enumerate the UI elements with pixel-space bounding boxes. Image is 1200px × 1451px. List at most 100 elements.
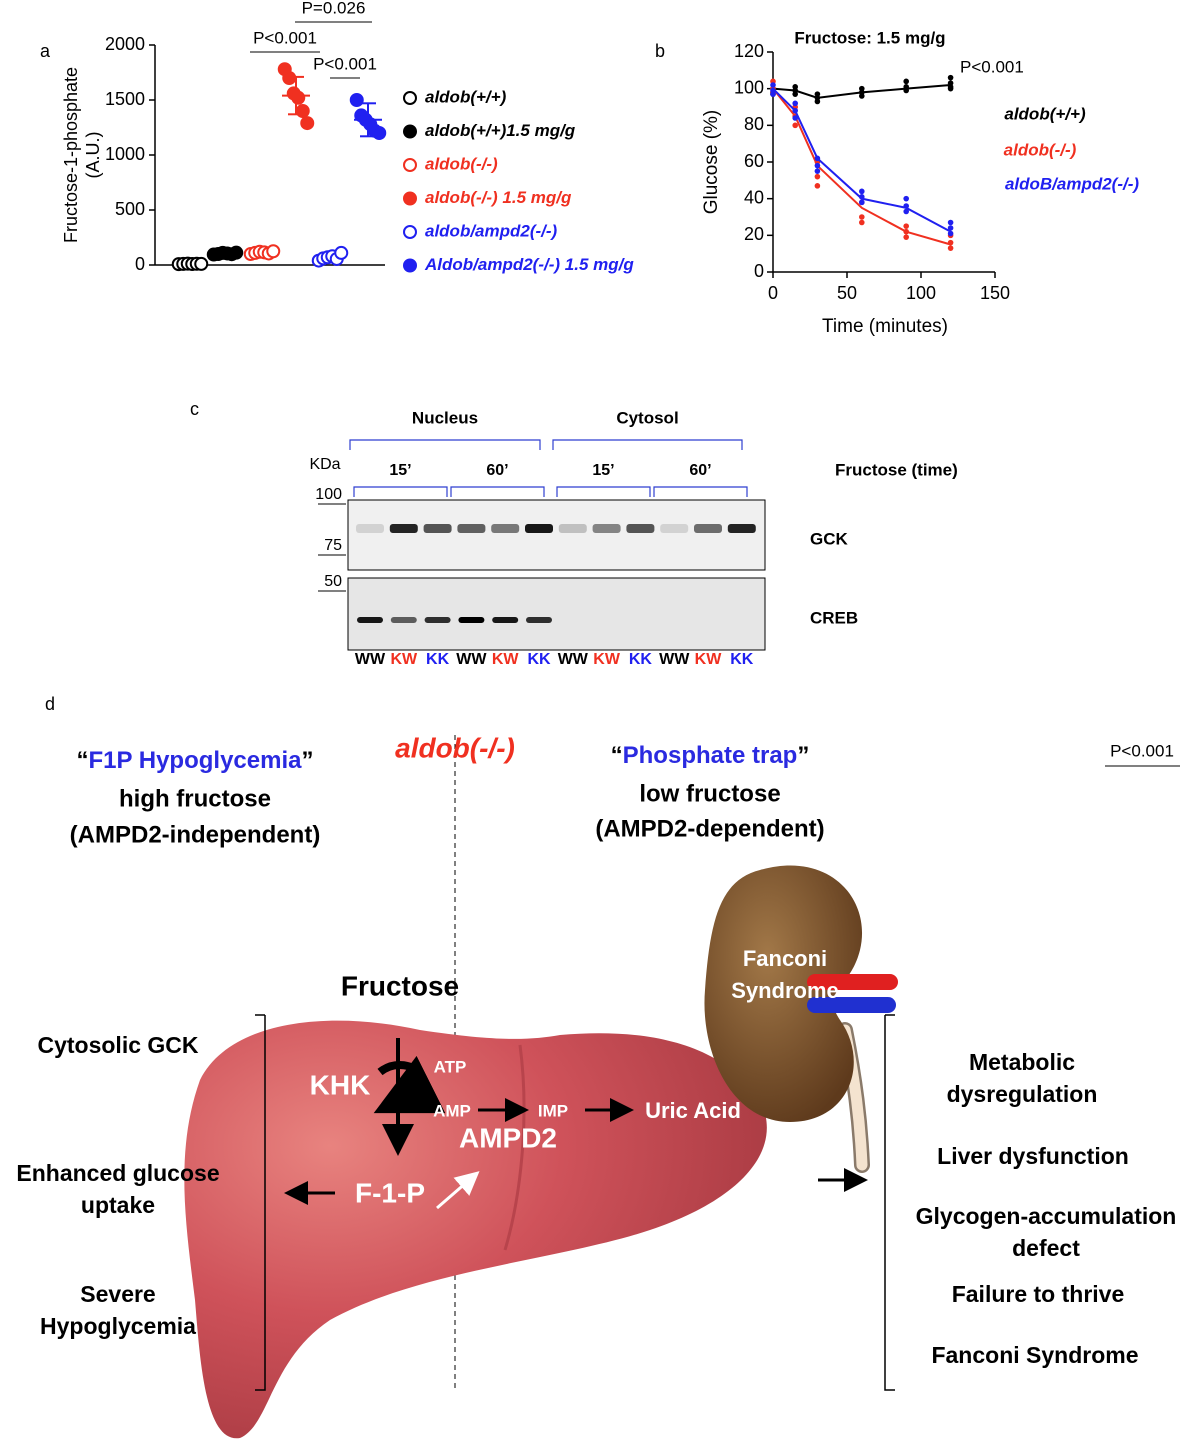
bracket bbox=[884, 1014, 895, 1391]
data-point bbox=[903, 78, 909, 85]
effect-label: Failure to thrive bbox=[952, 1281, 1125, 1307]
metabolite: AMP bbox=[433, 1101, 471, 1120]
data-point bbox=[859, 219, 865, 226]
quote: ” bbox=[797, 742, 809, 769]
blot-bracket bbox=[450, 486, 545, 497]
y-tick-label: 40 bbox=[744, 187, 764, 207]
band bbox=[424, 617, 451, 623]
data-point bbox=[814, 168, 821, 174]
kda-label: KDa bbox=[309, 456, 340, 473]
y-tick-label: 20 bbox=[744, 224, 764, 244]
effect-label: Enhanced glucose bbox=[16, 1160, 219, 1186]
liver bbox=[184, 1020, 767, 1439]
blot-frame bbox=[347, 499, 766, 571]
band bbox=[592, 524, 621, 533]
lane-label: KK bbox=[629, 651, 653, 668]
x-tick-label: 50 bbox=[837, 283, 857, 303]
band bbox=[492, 617, 519, 623]
blot-bracket bbox=[552, 439, 743, 450]
blot-bracket bbox=[556, 486, 651, 497]
data-point bbox=[859, 214, 865, 220]
effect-label: Cytosolic GCK bbox=[37, 1032, 198, 1058]
heading: “Phosphate trap” bbox=[611, 742, 810, 769]
data-point bbox=[792, 100, 798, 107]
legend-marker bbox=[403, 258, 417, 273]
treatment-label: Fructose (time) bbox=[835, 460, 958, 479]
metabolite: ATP bbox=[434, 1057, 467, 1076]
band bbox=[457, 524, 486, 533]
line bbox=[772, 88, 951, 246]
data-point bbox=[814, 98, 821, 105]
legend-label: aldob(+/+) bbox=[1004, 104, 1086, 123]
lane-label: KW bbox=[695, 651, 723, 668]
x-tick-label: 0 bbox=[768, 283, 778, 303]
legend-marker bbox=[403, 124, 417, 139]
effect-label: Hypoglycemia bbox=[40, 1313, 196, 1339]
kidney-label: Syndrome bbox=[731, 978, 839, 1003]
y-axis-label: (A.U.) bbox=[83, 132, 103, 179]
effect-label: Glycogen-accumulation bbox=[916, 1203, 1177, 1229]
compartment-label: Cytosol bbox=[616, 408, 678, 427]
heading-name: F1P Hypoglycemia bbox=[89, 747, 303, 774]
lane-label: WW bbox=[355, 651, 386, 668]
kidney bbox=[704, 865, 863, 1122]
lane-label: WW bbox=[558, 651, 589, 668]
y-tick-label: 500 bbox=[115, 199, 145, 219]
data-point bbox=[947, 225, 954, 231]
effect-label: defect bbox=[1012, 1235, 1080, 1261]
band bbox=[423, 524, 452, 533]
data-point bbox=[792, 115, 798, 121]
effect-label: Fanconi Syndrome bbox=[931, 1342, 1138, 1368]
time-label: 15’ bbox=[592, 462, 614, 479]
data-point bbox=[903, 234, 909, 240]
line bbox=[772, 87, 952, 233]
band bbox=[727, 524, 756, 533]
band bbox=[389, 524, 418, 533]
legend-marker bbox=[403, 225, 417, 239]
data-point bbox=[903, 87, 909, 94]
data-point bbox=[947, 74, 954, 81]
data-point bbox=[859, 199, 865, 206]
legend-marker bbox=[403, 91, 417, 105]
metabolite: Uric Acid bbox=[645, 1098, 741, 1123]
dot bbox=[349, 93, 364, 107]
y-tick-label: 0 bbox=[754, 261, 764, 281]
heading-line: (AMPD2-dependent) bbox=[595, 815, 824, 842]
blot-bracket bbox=[349, 439, 541, 450]
legend-label: aldob(+/+)1.5 mg/g bbox=[425, 121, 576, 140]
liver-lobe-line bbox=[503, 1044, 526, 1251]
band bbox=[458, 617, 485, 623]
enzyme: KHK bbox=[310, 1069, 371, 1100]
compartment-label: Nucleus bbox=[412, 408, 478, 427]
time-label: 60’ bbox=[486, 462, 508, 479]
data-point bbox=[947, 85, 954, 92]
data-point bbox=[792, 91, 798, 97]
bracket bbox=[255, 1014, 266, 1391]
data-point bbox=[903, 223, 909, 229]
legend-marker bbox=[403, 158, 417, 172]
dot bbox=[266, 244, 281, 259]
lane-label: KW bbox=[593, 651, 621, 668]
band bbox=[694, 524, 722, 533]
band bbox=[660, 524, 689, 533]
data-point bbox=[814, 183, 821, 189]
effect-label: dysregulation bbox=[947, 1081, 1098, 1107]
panel-label: d bbox=[45, 694, 55, 714]
time-label: 60’ bbox=[689, 462, 711, 479]
kidney-label: Fanconi bbox=[743, 946, 827, 971]
effect-label: Severe bbox=[80, 1281, 155, 1307]
dot bbox=[194, 256, 209, 271]
quote: ” bbox=[301, 747, 313, 774]
heading-line: (AMPD2-independent) bbox=[70, 821, 321, 848]
chart-title: Fructose: 1.5 mg/g bbox=[794, 28, 945, 47]
lane-label: WW bbox=[456, 651, 487, 668]
pathway-input: Fructose bbox=[341, 970, 459, 1001]
lane-label: KW bbox=[390, 651, 418, 668]
band bbox=[357, 617, 383, 623]
data-point bbox=[903, 195, 909, 202]
band bbox=[526, 617, 552, 623]
data-point bbox=[792, 107, 798, 114]
p-value: P=0.026 bbox=[302, 0, 366, 17]
center-heading: aldob(-/-) bbox=[395, 732, 515, 763]
